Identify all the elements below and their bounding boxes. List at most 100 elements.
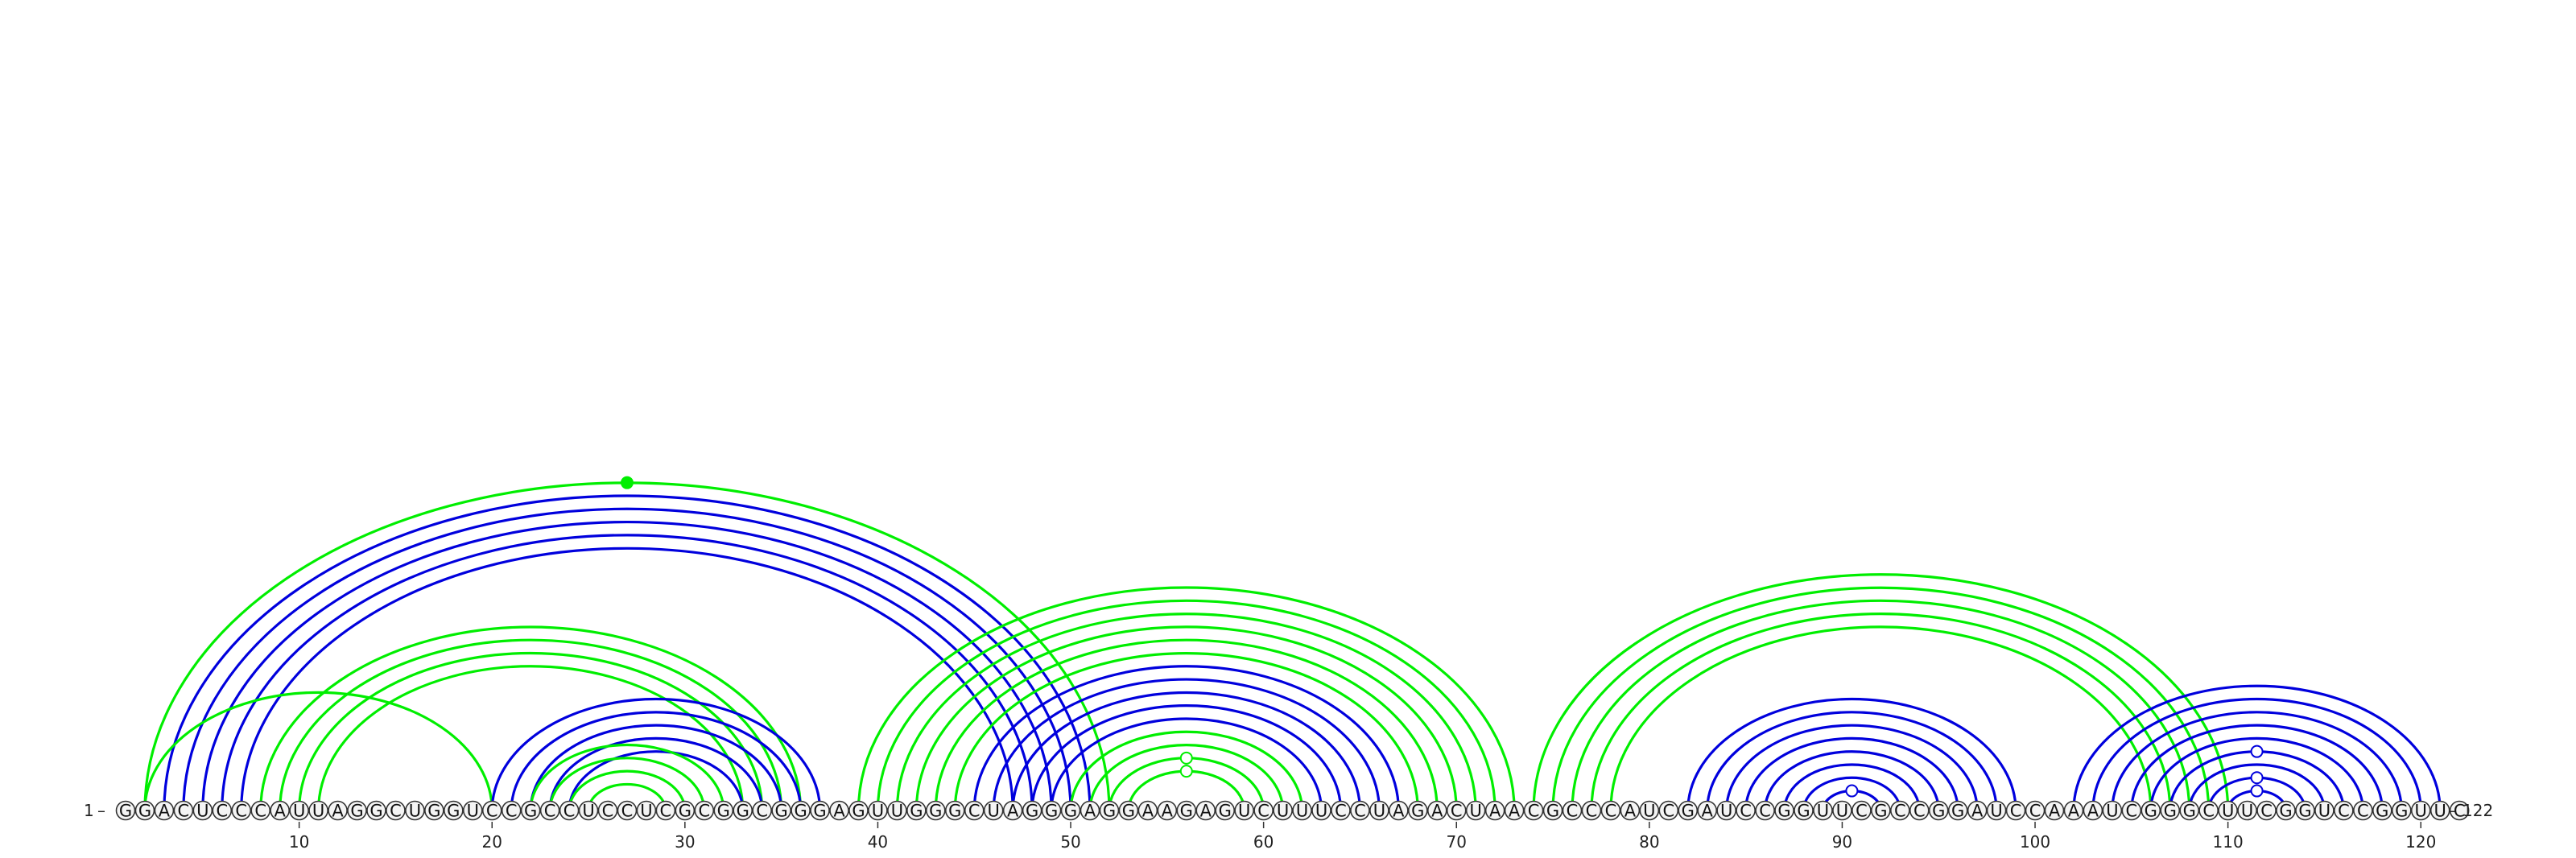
green-dot-marker bbox=[621, 477, 633, 489]
nucleotide-87: G bbox=[1775, 802, 1794, 821]
nucleotide-20: C bbox=[483, 802, 502, 821]
nucleotide-93: C bbox=[1891, 802, 1909, 821]
tick-label-10: 10 bbox=[289, 832, 309, 852]
nucleotide-letter: G bbox=[1874, 802, 1887, 821]
nucleotide-letter: G bbox=[369, 802, 382, 821]
nucleotide-letter: U bbox=[1238, 802, 1250, 821]
nucleotide-118: G bbox=[2373, 802, 2392, 821]
nucleotide-49: G bbox=[1042, 802, 1061, 821]
nucleotide-letter: G bbox=[1411, 802, 1424, 821]
nucleotide-48: G bbox=[1023, 802, 1042, 821]
tick-layer: 10 20 30 40 50 60 70 80 90 100 110 120 bbox=[289, 822, 2436, 852]
nucleotide-72: A bbox=[1486, 802, 1505, 821]
green-open-marker-b bbox=[1181, 753, 1192, 764]
nucleotide-letter: A bbox=[1702, 802, 1714, 821]
start-label: 1 bbox=[84, 801, 94, 820]
nucleotide-letter: G bbox=[138, 802, 151, 821]
nucleotide-98: U bbox=[1988, 802, 2006, 821]
nucleotide-letter: C bbox=[2010, 802, 2022, 821]
nucleotide-97: A bbox=[1968, 802, 1987, 821]
nucleotide-letter: G bbox=[1122, 802, 1135, 821]
nucleotide-61: U bbox=[1274, 802, 1292, 821]
nucleotide-letter: U bbox=[988, 802, 1000, 821]
nucleotide-letter: U bbox=[2106, 802, 2118, 821]
nucleotide-letter: U bbox=[2241, 802, 2253, 821]
nucleotide-47: A bbox=[1004, 802, 1022, 821]
nucleotide-layer: GGACUCCCAUUAGGCUGGUCCGCCUCCUCGCGGCGGGAGU… bbox=[117, 802, 2469, 821]
nucleotide-letter: G bbox=[350, 802, 363, 821]
nucleotide-112: C bbox=[2257, 802, 2276, 821]
nucleotide-117: C bbox=[2354, 802, 2372, 821]
nucleotide-letter: A bbox=[1489, 802, 1501, 821]
nucleotide-letter: A bbox=[332, 802, 344, 821]
nucleotide-letter: A bbox=[1007, 802, 1019, 821]
nucleotide-66: U bbox=[1370, 802, 1389, 821]
nucleotide-letter: U bbox=[1277, 802, 1289, 821]
nucleotide-28: U bbox=[637, 802, 655, 821]
nucleotide-83: A bbox=[1698, 802, 1716, 821]
nucleotide-13: G bbox=[348, 802, 366, 821]
nucleotide-letter: C bbox=[2338, 802, 2350, 821]
nucleotide-42: G bbox=[907, 802, 926, 821]
nucleotide-letter: G bbox=[813, 802, 826, 821]
nucleotide-letter: A bbox=[2087, 802, 2099, 821]
arc-green-right-helix-74-110 bbox=[1534, 575, 2228, 811]
arc-blue-long-helix-6-48 bbox=[222, 535, 1032, 811]
nucleotide-50: G bbox=[1062, 802, 1080, 821]
nucleotide-73: A bbox=[1505, 802, 1524, 821]
nucleotide-60: C bbox=[1254, 802, 1273, 821]
tick-label-40: 40 bbox=[868, 832, 888, 852]
nucleotide-letter: A bbox=[1509, 802, 1521, 821]
nucleotide-23: C bbox=[541, 802, 559, 821]
nucleotide-15: C bbox=[386, 802, 405, 821]
arc-blue-hairpin-b-86-95 bbox=[1765, 752, 1939, 811]
nucleotide-letter: U bbox=[891, 802, 903, 821]
nucleotide-36: G bbox=[791, 802, 810, 821]
nucleotide-101: A bbox=[2046, 802, 2064, 821]
nucleotide-100: C bbox=[2026, 802, 2045, 821]
nucleotide-letter: G bbox=[2376, 802, 2388, 821]
nucleotide-letter: C bbox=[756, 802, 768, 821]
nucleotide-letter: G bbox=[2395, 802, 2408, 821]
nucleotide-41: U bbox=[888, 802, 906, 821]
nucleotide-letter: C bbox=[1605, 802, 1617, 821]
nucleotide-letter: C bbox=[1894, 802, 1906, 821]
nucleotide-letter: C bbox=[1528, 802, 1540, 821]
nucleotide-letter: A bbox=[1393, 802, 1405, 821]
tick-label-30: 30 bbox=[675, 832, 695, 852]
nucleotide-64: C bbox=[1331, 802, 1350, 821]
nucleotide-letter: U bbox=[1470, 802, 1482, 821]
nucleotide-38: A bbox=[830, 802, 848, 821]
nucleotide-letter: A bbox=[1624, 802, 1637, 821]
nucleotide-letter: U bbox=[1720, 802, 1732, 821]
nucleotide-letter: A bbox=[2068, 802, 2080, 821]
arc-green-right-helix-76-108 bbox=[1572, 600, 2190, 811]
nucleotide-letter: U bbox=[2434, 802, 2446, 821]
nucleotide-91: C bbox=[1852, 802, 1871, 821]
nucleotide-letter: G bbox=[2183, 802, 2196, 821]
tick-label-20: 20 bbox=[482, 832, 502, 852]
nucleotide-1: G bbox=[117, 802, 135, 821]
nucleotide-113: G bbox=[2277, 802, 2295, 821]
tick-label-50: 50 bbox=[1060, 832, 1080, 852]
nucleotide-52: G bbox=[1100, 802, 1118, 821]
nucleotide-12: A bbox=[328, 802, 347, 821]
nucleotide-22: G bbox=[522, 802, 540, 821]
green-open-marker-a bbox=[1181, 765, 1192, 777]
nucleotide-letter: C bbox=[2126, 802, 2138, 821]
nucleotide-24: C bbox=[560, 802, 579, 821]
nucleotide-58: G bbox=[1216, 802, 1234, 821]
nucleotide-63: U bbox=[1312, 802, 1331, 821]
nucleotide-letter: G bbox=[910, 802, 923, 821]
nucleotide-82: G bbox=[1678, 802, 1697, 821]
nucleotide-letter: C bbox=[698, 802, 710, 821]
nucleotide-letter: U bbox=[293, 802, 305, 821]
nucleotide-102: A bbox=[2064, 802, 2083, 821]
nucleotide-54: A bbox=[1138, 802, 1157, 821]
nucleotide-6: C bbox=[213, 802, 231, 821]
nucleotide-letter: A bbox=[1971, 802, 1984, 821]
nucleotide-letter: G bbox=[2164, 802, 2177, 821]
nucleotide-8: C bbox=[251, 802, 270, 821]
nucleotide-109: C bbox=[2199, 802, 2218, 821]
